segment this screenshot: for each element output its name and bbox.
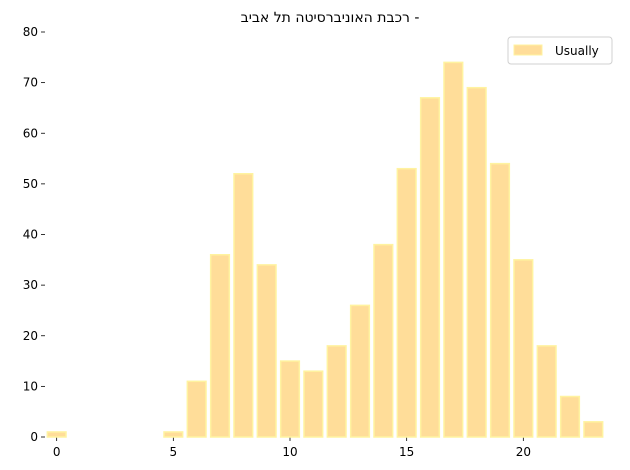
y-tick-label: 10 xyxy=(23,379,38,393)
bar-hour-11 xyxy=(303,370,324,438)
bar-hour-10 xyxy=(279,360,301,438)
chart-title: רכבת האוניברסיטה תל אביב - xyxy=(241,10,420,26)
legend-label: Usually xyxy=(555,44,599,58)
bar-hour-22 xyxy=(559,395,581,438)
legend-swatch xyxy=(513,44,543,56)
bar-hour-9 xyxy=(256,264,277,438)
y-tick-label: 40 xyxy=(23,228,38,242)
x-axis: 0 5 10 15 20 xyxy=(53,437,531,459)
bar-hour-23 xyxy=(583,421,604,438)
x-tick-label: 15 xyxy=(399,445,414,459)
legend: Usually xyxy=(507,36,613,65)
y-axis: 0 10 20 30 40 50 60 70 80 xyxy=(23,25,45,444)
y-tick-label: 20 xyxy=(23,329,38,343)
bar-hour-5 xyxy=(163,431,184,438)
y-tick-label: 50 xyxy=(23,177,38,191)
bar-hour-17 xyxy=(443,61,464,438)
bar-hour-16 xyxy=(419,97,441,438)
y-tick-label: 0 xyxy=(30,430,38,444)
x-tick-label: 0 xyxy=(53,445,61,459)
bar-hour-8 xyxy=(233,173,254,438)
bars xyxy=(46,61,604,438)
bar-hour-6 xyxy=(186,380,207,438)
bar-hour-0 xyxy=(46,431,67,438)
x-tick-label: 10 xyxy=(282,445,297,459)
legend-box xyxy=(507,36,613,65)
bar-hour-18 xyxy=(466,86,487,438)
bar-hour-15 xyxy=(396,167,417,438)
bar-hour-20 xyxy=(513,259,534,438)
bar-hour-19 xyxy=(489,162,511,438)
x-tick-label: 20 xyxy=(516,445,531,459)
y-tick-label: 70 xyxy=(23,76,38,90)
bar-hour-12 xyxy=(326,345,347,438)
x-tick-label: 5 xyxy=(170,445,178,459)
bar-hour-7 xyxy=(209,254,231,438)
bar-hour-13 xyxy=(349,304,371,438)
y-tick-label: 80 xyxy=(23,25,38,39)
bar-hour-14 xyxy=(373,243,394,438)
bar-hour-21 xyxy=(536,345,557,438)
y-tick-label: 60 xyxy=(23,126,38,140)
y-tick-label: 30 xyxy=(23,278,38,292)
